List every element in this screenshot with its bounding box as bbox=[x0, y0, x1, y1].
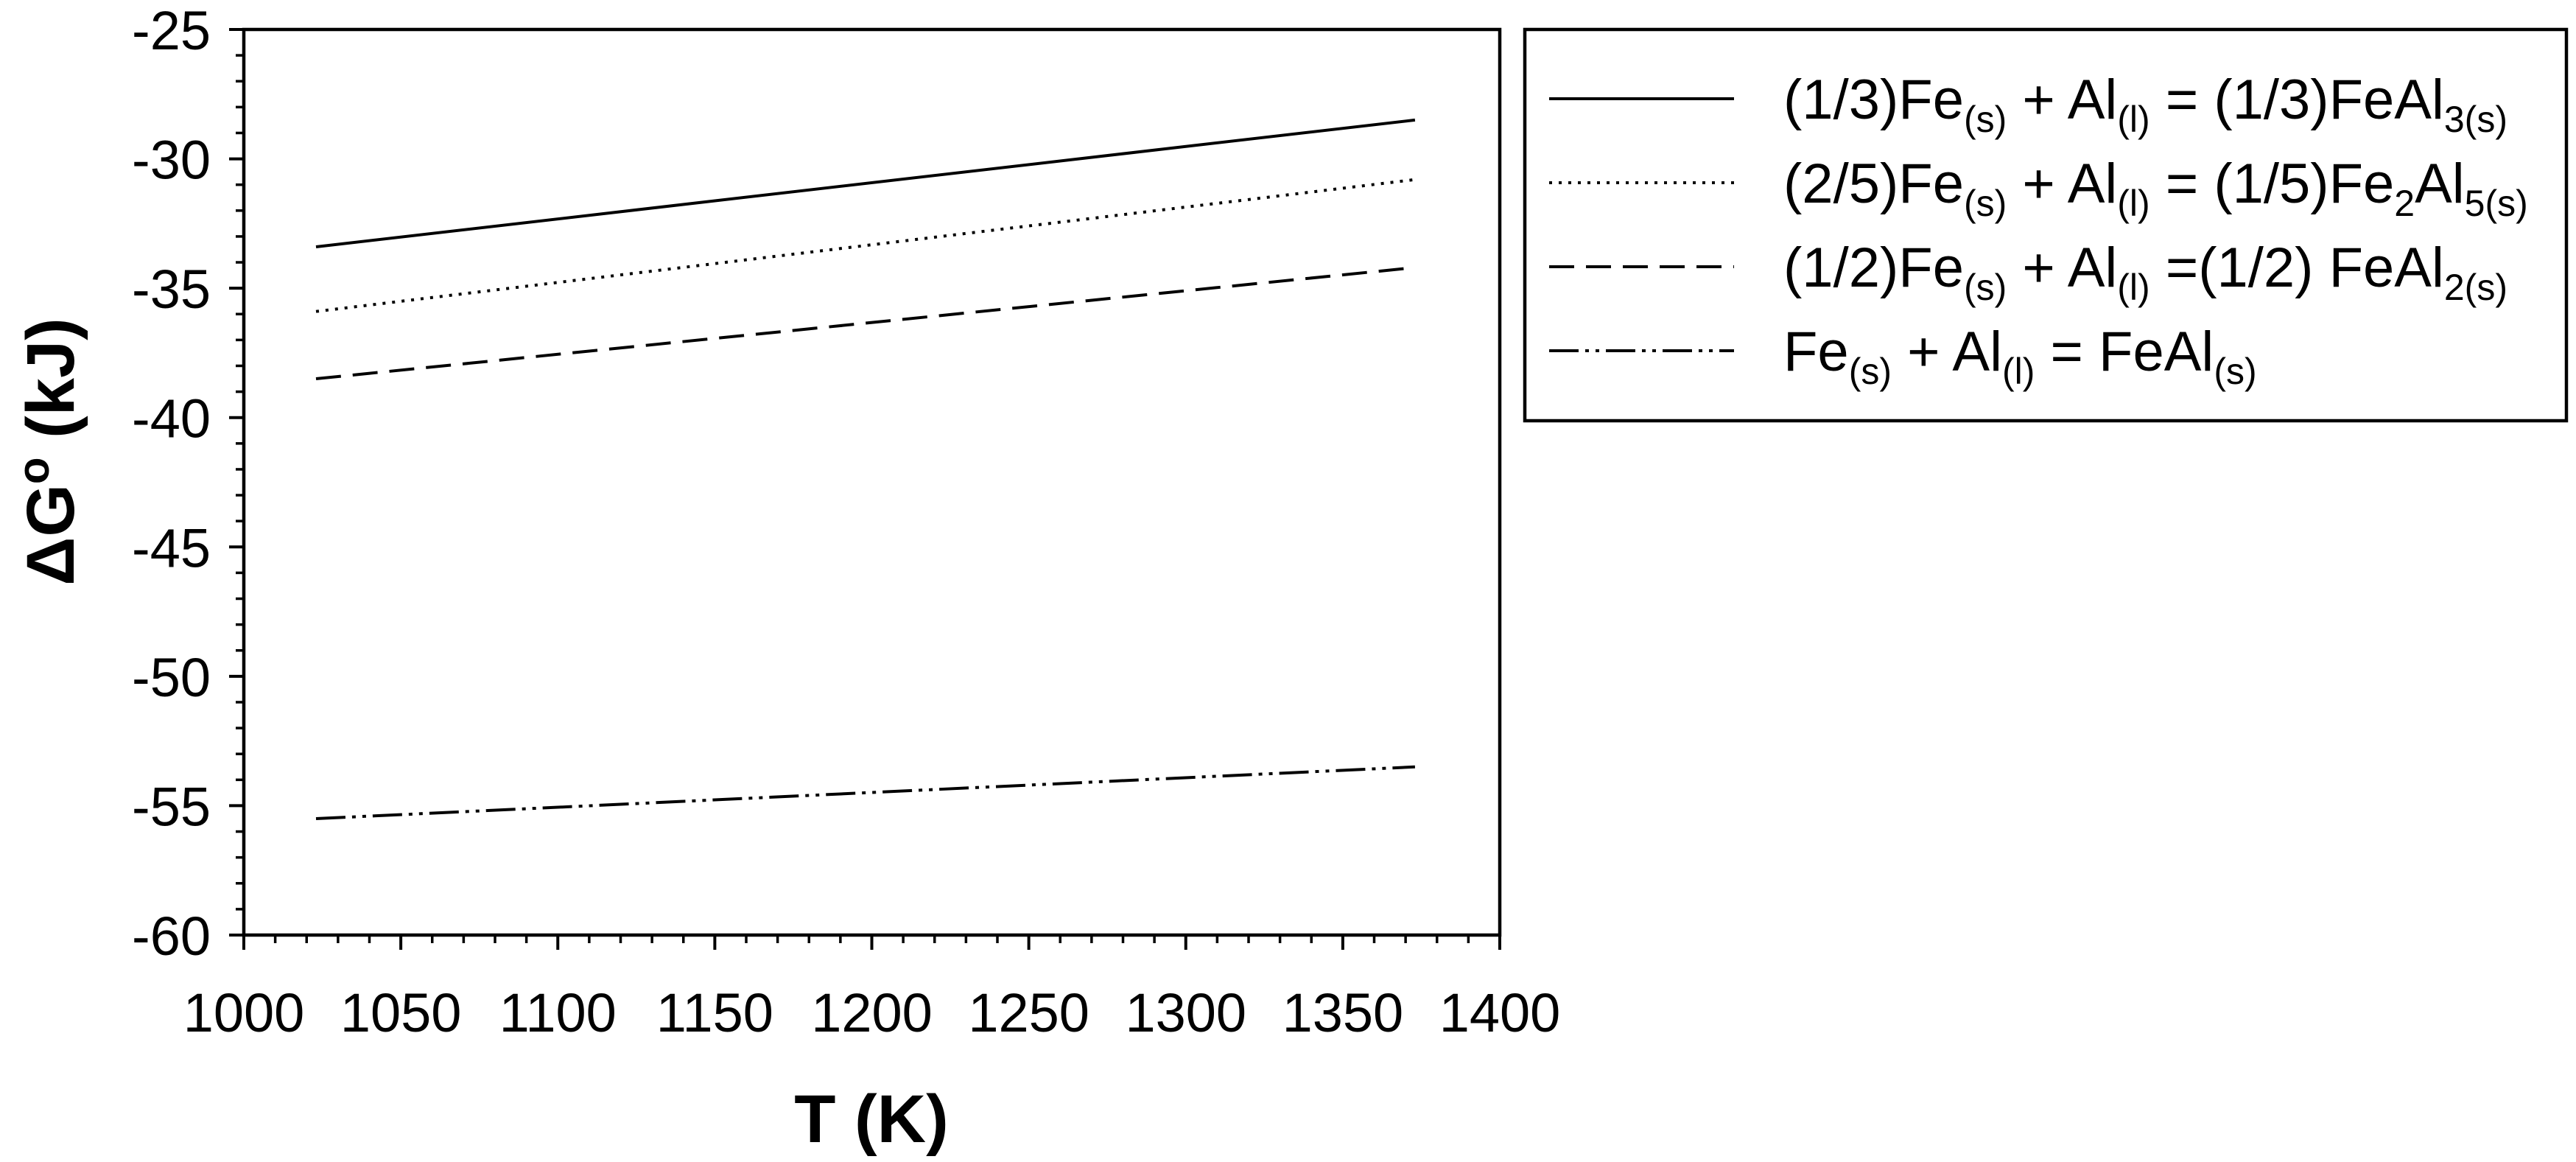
legend-label-text: =(1/2) FeAl bbox=[2150, 237, 2444, 299]
legend-label-subscript: (l) bbox=[2117, 99, 2149, 140]
y-tick-label: -40 bbox=[132, 388, 211, 449]
legend-label-subscript: 2 bbox=[2394, 183, 2415, 224]
x-tick-label: 1300 bbox=[1125, 982, 1246, 1043]
legend-label: Fe(s) + Al(l) = FeAl(s) bbox=[1783, 321, 2257, 392]
legend-label-text: = FeAl bbox=[2035, 321, 2214, 383]
major-ticks bbox=[229, 28, 1501, 950]
legend-label-text: + Al bbox=[2007, 69, 2117, 131]
y-tick-labels: -60 -55 -50 -45 -40 -35 -30 -25 bbox=[132, 0, 211, 967]
legend-label-subscript: 3(s) bbox=[2444, 99, 2507, 140]
x-tick-label: 1250 bbox=[968, 982, 1089, 1043]
y-axis-title-superscript: o bbox=[9, 457, 58, 484]
legend-label-subscript: (s) bbox=[1849, 351, 1892, 392]
legend-label-subscript: (l) bbox=[2117, 183, 2149, 224]
legend-label: (2/5)Fe(s) + Al(l) = (1/5)Fe2Al5(s) bbox=[1783, 153, 2528, 224]
legend-label-text: = (1/3)FeAl bbox=[2150, 69, 2444, 131]
legend-label-subscript: (s) bbox=[2214, 351, 2256, 392]
x-tick-label: 1100 bbox=[499, 982, 617, 1043]
plot-frame bbox=[242, 27, 1502, 937]
legend-label-text: + Al bbox=[2007, 237, 2117, 299]
legend-label-text: Fe bbox=[1783, 321, 1849, 383]
legend-label: (1/2)Fe(s) + Al(l) =(1/2) FeAl2(s) bbox=[1783, 237, 2507, 308]
legend-label-subscript: (l) bbox=[2117, 267, 2149, 308]
legend-label-subscript: (s) bbox=[1964, 99, 2007, 140]
x-axis-title: T (K) bbox=[794, 1082, 948, 1157]
y-tick-label: -35 bbox=[132, 259, 211, 320]
y-tick-label: -50 bbox=[132, 647, 211, 708]
legend: (1/3)Fe(s) + Al(l) = (1/3)FeAl3(s)(2/5)F… bbox=[1523, 27, 2569, 423]
y-tick-label: -30 bbox=[132, 130, 211, 191]
legend-entries: (1/3)Fe(s) + Al(l) = (1/3)FeAl3(s)(2/5)F… bbox=[1549, 69, 2528, 392]
legend-entry-2: (2/5)Fe(s) + Al(l) = (1/5)Fe2Al5(s) bbox=[1549, 153, 2528, 224]
y-tick-label: -55 bbox=[132, 776, 211, 837]
y-tick-label: -25 bbox=[132, 0, 211, 61]
series-line-1 bbox=[315, 118, 1416, 248]
legend-label-text: = (1/5)Fe bbox=[2150, 153, 2395, 215]
legend-label-text: (1/3)Fe bbox=[1783, 69, 1964, 131]
y-tick-label: -60 bbox=[132, 906, 211, 967]
legend-entry-1: (1/3)Fe(s) + Al(l) = (1/3)FeAl3(s) bbox=[1549, 69, 2507, 140]
legend-entry-4: Fe(s) + Al(l) = FeAl(s) bbox=[1549, 321, 2257, 392]
legend-label-text: + Al bbox=[1892, 321, 2002, 383]
legend-entry-3: (1/2)Fe(s) + Al(l) =(1/2) FeAl2(s) bbox=[1549, 237, 2507, 308]
y-axis-title-text: ΔG bbox=[13, 484, 88, 586]
x-tick-label: 1400 bbox=[1439, 982, 1561, 1043]
legend-label-text: (2/5)Fe bbox=[1783, 153, 1964, 215]
legend-label-text: (1/2)Fe bbox=[1783, 237, 1964, 299]
x-tick-labels: 1000 1050 1100 1150 1200 1250 1300 1350 1400 bbox=[183, 982, 1561, 1043]
legend-label-text: + Al bbox=[2007, 153, 2117, 215]
legend-label-text: Al bbox=[2415, 153, 2465, 215]
legend-frame bbox=[1523, 27, 2569, 423]
x-tick-label: 1050 bbox=[340, 982, 462, 1043]
x-tick-label: 1000 bbox=[183, 982, 305, 1043]
x-tick-label: 1150 bbox=[656, 982, 773, 1043]
series-line-4 bbox=[315, 765, 1415, 820]
y-axis-title: ΔGo (kJ) bbox=[9, 318, 88, 586]
legend-label-subscript: 5(s) bbox=[2465, 183, 2528, 224]
legend-label-subscript: (l) bbox=[2002, 351, 2035, 392]
legend-label-subscript: 2(s) bbox=[2444, 267, 2507, 308]
x-tick-label: 1350 bbox=[1282, 982, 1404, 1043]
series-lines bbox=[315, 118, 1416, 820]
legend-label-subscript: (s) bbox=[1964, 267, 2007, 308]
x-tick-label: 1200 bbox=[811, 982, 933, 1043]
series-line-2 bbox=[315, 178, 1416, 313]
legend-label: (1/3)Fe(s) + Al(l) = (1/3)FeAl3(s) bbox=[1783, 69, 2507, 140]
y-axis-title-text: (kJ) bbox=[13, 318, 88, 457]
y-tick-label: -45 bbox=[132, 517, 211, 578]
legend-label-subscript: (s) bbox=[1964, 183, 2007, 224]
